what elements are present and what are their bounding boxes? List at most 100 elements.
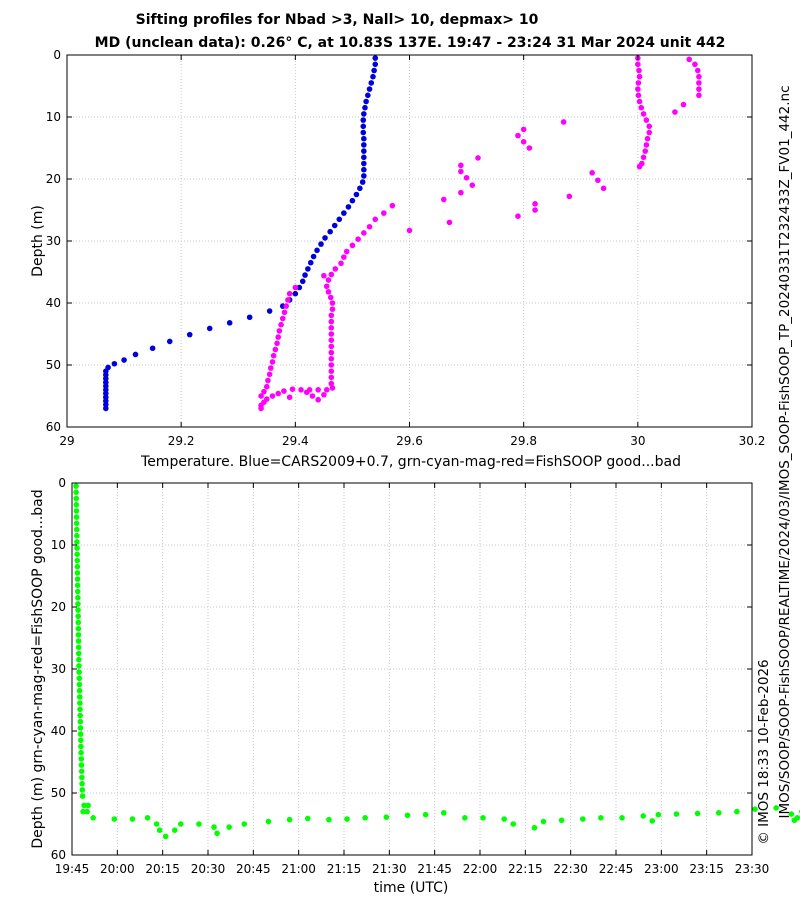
depth-chart-green-point bbox=[794, 815, 800, 821]
depth-chart-points bbox=[73, 483, 800, 840]
depth-chart-green-point bbox=[75, 625, 82, 632]
depth-chart-green-point bbox=[76, 694, 83, 700]
depth-chart-green-point bbox=[598, 815, 604, 821]
depth-chart-green-point bbox=[265, 818, 272, 825]
temperature-chart-blue-point bbox=[206, 325, 213, 332]
depth-chart-x-tick-label: 23:30 bbox=[735, 862, 770, 876]
temperature-chart-magenta-point bbox=[636, 98, 643, 105]
temperature-chart-x-tick-label: 29 bbox=[59, 434, 74, 448]
temperature-chart-y-tick-label: 60 bbox=[46, 420, 61, 434]
depth-chart-green-point bbox=[78, 756, 85, 762]
depth-chart-green-point bbox=[715, 810, 722, 816]
temperature-chart-magenta-point bbox=[266, 371, 273, 378]
temperature-chart-blue-point bbox=[149, 345, 156, 352]
temperature-chart-magenta-point bbox=[323, 283, 330, 290]
temperature-chart-magenta-point bbox=[328, 337, 335, 344]
temperature-chart-magenta-point bbox=[635, 92, 642, 99]
depth-chart-green-point bbox=[75, 619, 82, 626]
depth-chart-green-point bbox=[90, 815, 96, 821]
temperature-chart-magenta-point bbox=[458, 168, 464, 175]
temperature-chart-magenta-point bbox=[644, 135, 651, 142]
temperature-chart-magenta-point bbox=[323, 387, 330, 393]
temperature-chart-magenta-point bbox=[475, 155, 481, 161]
temperature-chart-magenta-point bbox=[285, 297, 291, 303]
temperature-chart-blue-point bbox=[370, 73, 376, 80]
temperature-chart-magenta-point bbox=[279, 315, 286, 322]
depth-chart-green-point bbox=[619, 815, 625, 821]
temperature-chart-magenta-point bbox=[372, 216, 379, 223]
depth-chart-green-point bbox=[75, 638, 82, 644]
depth-y-axis-label: Depth (m) grn-cyan-mag-red=FishSOOP good… bbox=[30, 489, 46, 848]
temperature-chart-magenta-point bbox=[600, 185, 607, 192]
depth-chart-green-point bbox=[286, 816, 293, 823]
depth-chart-green-point bbox=[510, 821, 517, 827]
temperature-chart-blue-point bbox=[361, 148, 367, 154]
temperature-chart-magenta-point bbox=[269, 393, 276, 399]
temperature-chart-blue-point bbox=[296, 284, 303, 291]
temperature-chart-y-tick-label: 30 bbox=[46, 234, 61, 248]
depth-chart-green-point bbox=[78, 762, 85, 768]
temperature-chart-magenta-point bbox=[328, 312, 335, 319]
depth-chart-green-point bbox=[440, 810, 447, 816]
temperature-chart-blue-point bbox=[132, 351, 139, 358]
temperature-chart-magenta-point bbox=[458, 162, 464, 169]
depth-chart-green-point bbox=[404, 812, 411, 819]
temperature-chart-blue-point bbox=[361, 135, 367, 142]
temperature-chart-magenta-point bbox=[526, 145, 533, 151]
depth-chart-green-point bbox=[144, 815, 151, 821]
depth-chart-green-point bbox=[74, 570, 81, 576]
temperature-chart-magenta-point bbox=[261, 388, 267, 395]
depth-chart-y-tick-label: 60 bbox=[51, 848, 66, 862]
depth-chart-green-point bbox=[129, 816, 136, 822]
temperature-chart-magenta-point bbox=[366, 223, 373, 230]
depth-chart-green-point bbox=[76, 669, 82, 675]
temperature-chart-magenta-point bbox=[696, 73, 702, 80]
depth-chart-x-tick-label: 23:00 bbox=[644, 862, 679, 876]
depth-chart-green-point bbox=[326, 816, 332, 823]
temperature-chart-blue-point bbox=[341, 210, 347, 216]
time-x-axis-label: time (UTC) bbox=[374, 880, 449, 896]
depth-chart-green-point bbox=[76, 656, 82, 663]
temperature-chart-magenta-point bbox=[328, 343, 335, 350]
temperature-chart-blue-point bbox=[331, 222, 338, 229]
depth-chart-green-point bbox=[196, 821, 202, 827]
depth-chart-green-point bbox=[77, 712, 83, 719]
temperature-chart-magenta-point bbox=[532, 207, 538, 213]
temperature-chart-blue-point bbox=[360, 123, 367, 130]
temperature-chart-magenta-point bbox=[520, 126, 527, 133]
depth-chart-green-point bbox=[156, 827, 163, 833]
depth-chart-green-point bbox=[74, 545, 80, 551]
temperature-chart-blue-point bbox=[361, 166, 367, 173]
temperature-chart-blue-point bbox=[368, 80, 375, 86]
temperature-chart-magenta-point bbox=[309, 393, 316, 399]
temperature-chart-blue-point bbox=[314, 247, 320, 254]
temperature-chart-magenta-point bbox=[635, 61, 641, 68]
depth-chart-green-point bbox=[673, 811, 680, 817]
temperature-chart-magenta-point bbox=[325, 277, 332, 283]
temperature-chart-blue-point bbox=[322, 235, 328, 241]
depth-chart-green-point bbox=[694, 810, 701, 817]
depth-chart-x-tick-label: 20:45 bbox=[236, 862, 271, 876]
temperature-chart-magenta-point bbox=[643, 117, 650, 123]
temperature-chart-magenta-point bbox=[303, 389, 310, 396]
temperature-chart-magenta-point bbox=[642, 148, 649, 154]
depth-chart-green-point bbox=[153, 821, 160, 827]
temperature-chart-magenta-point bbox=[329, 306, 336, 313]
temperature-chart-blue-point bbox=[362, 104, 368, 111]
depth-chart-green-point bbox=[75, 644, 82, 651]
temperature-chart-magenta-point bbox=[298, 387, 304, 393]
file-path-label: IMOS/SOOP/SOOP-FishSOOP/REALTIME/2024/03… bbox=[777, 86, 793, 819]
temperature-chart-blue-point bbox=[305, 266, 311, 272]
temperature-chart-magenta-point bbox=[275, 334, 282, 340]
depth-chart-green-point bbox=[78, 743, 84, 750]
temperature-chart-magenta-point bbox=[458, 189, 464, 196]
depth-chart-green-point bbox=[78, 768, 85, 775]
depth-chart-x-tick-label: 20:15 bbox=[145, 862, 180, 876]
temperature-chart-y-tick-label: 0 bbox=[53, 48, 61, 62]
temperature-chart-blue-point bbox=[103, 405, 109, 412]
depth-chart-green-point bbox=[75, 601, 81, 607]
temperature-chart-magenta-point bbox=[361, 230, 367, 236]
temperature-x-axis-label: Temperature. Blue=CARS2009+0.7, grn-cyan… bbox=[140, 454, 681, 470]
temperature-y-axis-label: Depth (m) bbox=[30, 205, 46, 277]
depth-chart-green-point bbox=[111, 816, 118, 822]
